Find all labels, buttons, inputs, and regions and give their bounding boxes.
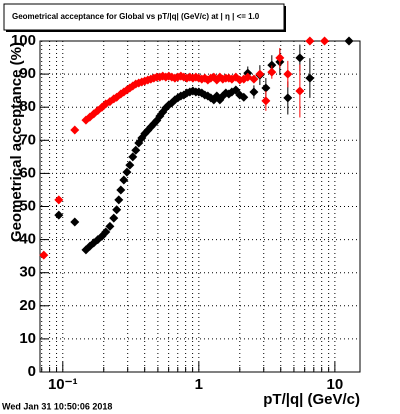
y-tick-label: 40 — [19, 231, 36, 248]
y-tick-label: 70 — [19, 131, 36, 148]
y-tick-label: 50 — [19, 197, 36, 214]
marker — [119, 175, 129, 185]
y-tick-label: 100 — [11, 32, 36, 49]
marker — [320, 36, 330, 46]
y-tick-label: 20 — [19, 297, 36, 314]
marker — [267, 67, 277, 77]
marker — [249, 87, 259, 97]
y-tick-label: 30 — [19, 264, 36, 281]
marker — [267, 60, 277, 70]
marker — [255, 69, 265, 79]
y-tick-label: 0 — [28, 363, 36, 380]
x-tick-label: 10 — [327, 376, 344, 393]
marker — [283, 69, 293, 79]
marker — [305, 73, 315, 83]
marker — [128, 152, 138, 162]
marker — [70, 217, 80, 227]
y-axis-title: Geometrical acceptance (%) — [8, 42, 25, 242]
marker — [295, 86, 305, 96]
title-box — [3, 3, 285, 31]
title-shadow — [284, 6, 286, 32]
marker — [122, 167, 132, 177]
marker — [112, 205, 122, 215]
marker — [344, 36, 354, 46]
marker — [125, 160, 135, 170]
marker — [283, 93, 293, 103]
marker — [131, 145, 141, 155]
marker — [105, 221, 115, 231]
marker — [261, 96, 271, 106]
y-tick-label: 90 — [19, 65, 36, 82]
marker — [54, 195, 64, 205]
marker — [275, 53, 285, 63]
title-shadow — [6, 30, 286, 32]
marker — [70, 125, 80, 135]
marker — [54, 210, 64, 220]
plot-frame — [39, 40, 361, 373]
marker — [116, 185, 126, 195]
marker — [261, 83, 271, 93]
y-tick-label: 80 — [19, 98, 36, 115]
timestamp: Wed Jan 31 10:50:06 2018 — [2, 401, 112, 411]
x-axis-title: pT/|q| (GeV/c) — [263, 391, 360, 408]
marker — [295, 53, 305, 63]
x-tick-label: 10⁻¹ — [48, 376, 78, 393]
marker — [114, 195, 124, 205]
marker — [101, 227, 111, 237]
y-tick-label: 60 — [19, 164, 36, 181]
y-tick-label: 10 — [19, 330, 36, 347]
chart-title: Geometrical acceptance for Global vs pT/… — [12, 12, 260, 21]
marker — [39, 250, 49, 260]
marker — [305, 36, 315, 46]
x-tick-label: 1 — [195, 376, 203, 393]
marker — [249, 74, 259, 84]
marker — [109, 213, 119, 223]
marker — [239, 92, 249, 102]
marker — [143, 125, 153, 135]
